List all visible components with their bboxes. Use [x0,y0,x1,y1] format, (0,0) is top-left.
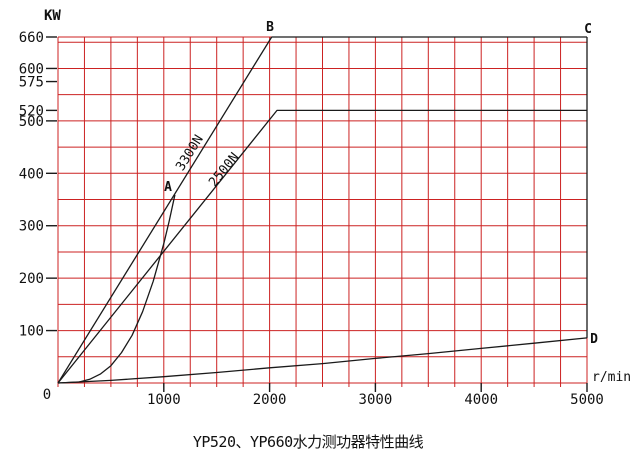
torque-line-2500N-with-520-limit [57,109,587,384]
point-label-C: C [584,22,592,37]
y-tick-label: 660 [19,30,44,46]
x-tick-label: 5000 [570,392,604,408]
x-tick-label: 2000 [253,392,287,408]
y-tick-label: 400 [19,166,44,182]
point-label-B: B [266,20,274,35]
line-label-2500N: 2500N [206,150,242,190]
origin-tick-label: 0 [43,387,51,403]
full-water-curve-to-A [57,194,176,384]
torque-line-3300N [57,36,273,384]
y-axis-unit-label: KW [44,8,61,24]
y-tick-label: 600 [19,61,44,77]
min-absorption-curve-to-D [57,337,588,384]
x-tick-label: 1000 [147,392,181,408]
x-tick-label: 4000 [464,392,498,408]
y-tick-label: 575 [19,75,44,91]
x-axis-unit-label: r/min [592,370,632,385]
chart-title: YP520、YP660水力测功器特性曲线 [192,433,424,451]
y-tick-label: 500 [19,114,44,130]
x-tick-label: 3000 [359,392,393,408]
point-label-D: D [590,332,598,347]
y-tick-label: 200 [19,271,44,287]
y-tick-label: 300 [19,219,44,235]
point-label-A: A [164,180,172,195]
y-tick-label: 520 [19,103,44,119]
y-tick-label: 100 [19,324,44,340]
